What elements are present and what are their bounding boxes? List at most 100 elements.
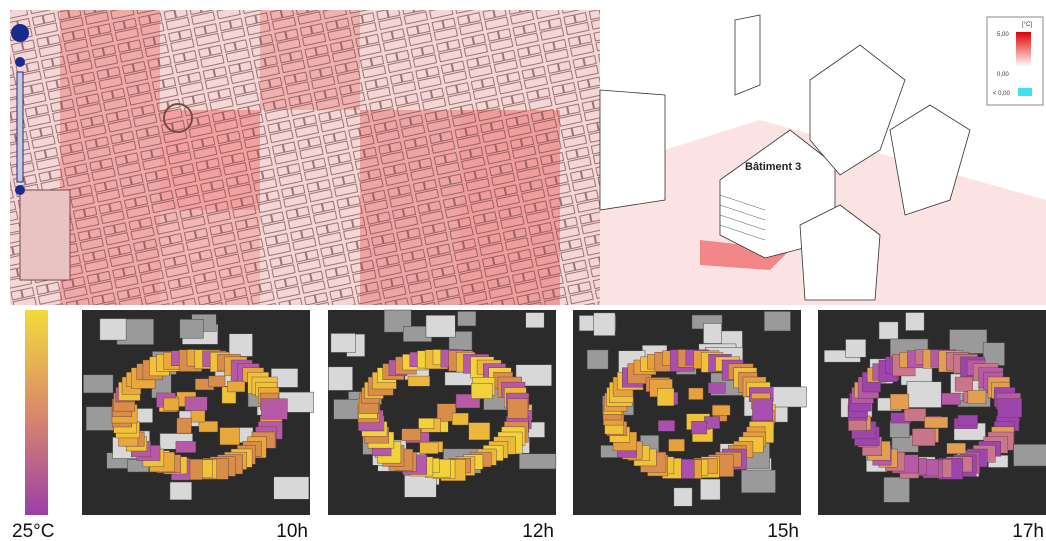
context-building [273,476,310,500]
courtyard-surface [468,422,491,441]
courtyard-surface [163,397,180,411]
map [10,10,600,305]
thermal-panel: 10h [82,310,314,541]
courtyard-surface [471,383,493,399]
legend-label: 0,00 [997,72,1009,78]
thermal-panel: 17h [818,310,1046,541]
map-buildings [10,10,600,305]
time-label: 15h [767,521,799,541]
thermal-panel: 15h [573,310,807,541]
courtyard-surface [954,376,973,392]
courtyard-surface [198,421,219,433]
pan-control[interactable] [11,24,29,42]
courtyard-surface [890,393,910,410]
thermal-panel: 12h [328,309,557,541]
courtyard-surface [419,442,439,454]
context-building [169,481,192,501]
legend-unit: [°C] [1022,22,1032,28]
block-surface [507,398,529,419]
courtyard-surface [712,405,731,416]
building-3-floors [719,194,766,241]
context-building [586,349,609,370]
context-building [878,321,899,340]
thermal-panels: 10h 12h 15h 17h [82,309,1046,541]
context-building [1013,444,1046,467]
context-building [99,318,127,341]
context-building [525,312,545,328]
context-building [228,333,253,357]
courtyard-surface [227,381,246,393]
block-surface [261,398,288,420]
wall [599,89,666,211]
courtyard-surface [175,441,197,453]
context-building [328,366,353,391]
context-building [519,453,557,470]
context-building [845,339,867,358]
courtyard-surface [418,418,435,429]
courtyard-surface [957,414,978,426]
block-surface [997,398,1022,418]
context-building [883,477,910,503]
courtyard-surface [941,392,961,405]
zoom-out[interactable] [15,185,25,195]
context-building [741,469,776,493]
courtyard-surface [401,428,421,441]
courtyard-surface [436,403,457,422]
courtyard-surface [451,412,469,426]
legend-label: 5,00 [997,32,1009,38]
courtyard-surface [657,420,675,432]
render-3d: Bâtiment 3 [°C] 5,00 0,00 < 0,00 [599,0,1046,305]
zoom-slider[interactable] [16,71,24,183]
context-building [906,381,942,408]
courtyard-surface [184,396,208,411]
courtyard-surface [688,387,704,400]
context-building [330,333,356,353]
courtyard-surface [407,375,431,387]
courtyard-surface [668,438,685,452]
courtyard-surface [924,416,949,429]
zoom-in[interactable] [15,57,25,67]
context-building [769,386,807,408]
context-building [593,312,616,336]
heat-legend: [°C] 5,00 0,00 < 0,00 [986,16,1044,106]
block-surface [752,398,773,421]
building-label: Bâtiment 3 [745,161,801,173]
legend-label: < 0,00 [993,91,1011,97]
zoom-controls[interactable] [11,24,29,195]
building [809,44,906,176]
legend-swatch [1018,88,1032,96]
time-label: 10h [276,521,308,541]
context-building [179,319,204,339]
context-building [700,478,721,501]
context-building [457,311,477,327]
context-building [515,364,552,387]
legend-box [986,16,1044,106]
courtyard-surface [691,421,707,435]
courtyard-surface [657,388,675,407]
map-square [19,189,71,281]
courtyard-surface [912,428,936,447]
courtyard-surface [176,417,192,434]
courtyard-surface [967,390,987,405]
courtyard-surface [946,442,966,454]
wall [734,14,761,96]
legend-gradient [1016,32,1031,67]
context-building [425,315,456,338]
building [799,204,881,301]
context-building [982,342,1005,366]
context-building [673,487,693,507]
map-roundabout [163,103,193,133]
courtyard-surface [903,408,927,422]
context-building [763,311,791,332]
context-building [703,323,722,344]
context-building [83,374,114,394]
time-label: 12h [522,521,554,541]
context-building [333,399,361,420]
courtyard-surface [208,375,226,388]
courtyard-surface [708,382,726,394]
time-label: 17h [1012,521,1044,541]
scale-label: 25°C [12,521,54,541]
context-building [905,312,925,331]
